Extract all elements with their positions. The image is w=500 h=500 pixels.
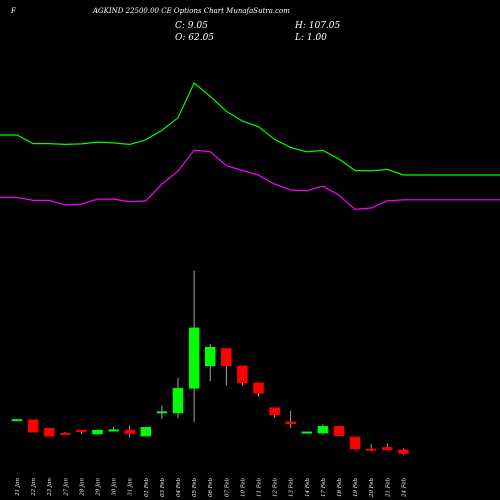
candle-22-jan bbox=[27, 419, 39, 433]
x-tick-label: 07 Feb bbox=[224, 478, 230, 498]
x-tick-label: 14 Feb bbox=[305, 478, 311, 498]
x-tick-label: 01 Feb bbox=[144, 478, 150, 498]
candle-body-up bbox=[204, 346, 216, 367]
x-axis-ticks: 21 Jan 22 Jan 23 Jan 27 Jan 28 Jan 29 Jan 30 J… bbox=[15, 478, 407, 499]
x-tick-label: 27 Jan bbox=[63, 478, 69, 497]
candle-body-down bbox=[27, 419, 39, 433]
overlay-line-2 bbox=[0, 149, 500, 211]
candle-24-feb bbox=[398, 448, 409, 455]
candle-body-down bbox=[382, 447, 393, 451]
x-tick-label: 20 Feb bbox=[369, 478, 375, 499]
x-tick-label: 03 Feb bbox=[160, 478, 166, 498]
x-tick-label: 04 Feb bbox=[176, 478, 182, 498]
x-tick-label: 18 Feb bbox=[337, 478, 343, 498]
candle-body-down bbox=[124, 429, 135, 434]
x-tick-label: 21 Jan bbox=[15, 478, 21, 497]
candle-23-jan bbox=[43, 427, 55, 437]
candle-05-feb bbox=[188, 270, 200, 422]
candle-07-feb bbox=[221, 348, 232, 386]
x-tick-label: 13 Feb bbox=[289, 478, 295, 498]
candle-12-feb bbox=[269, 407, 280, 418]
chart-title: AGKIND 22500.00 CE Options Chart MunafaS… bbox=[92, 7, 290, 15]
candle-11-feb bbox=[253, 382, 264, 397]
candle-13-feb bbox=[285, 410, 296, 429]
candle-body-up bbox=[140, 427, 152, 437]
candle-body-up bbox=[172, 388, 184, 414]
x-tick-label: 31 Jan bbox=[128, 478, 134, 496]
candle-14-feb bbox=[301, 431, 313, 434]
ohlc-high: H: 107.05 bbox=[294, 21, 341, 31]
x-tick-label: 23 Jan bbox=[47, 478, 53, 497]
candle-body-up bbox=[11, 419, 23, 422]
candle-body-down bbox=[237, 365, 248, 384]
candle-17-feb bbox=[317, 424, 329, 435]
candle-body-down bbox=[285, 421, 296, 425]
x-tick-label: 30 Jan bbox=[112, 478, 118, 496]
candle-04-feb bbox=[172, 377, 184, 419]
candles bbox=[11, 270, 409, 455]
x-tick-label: 11 Feb bbox=[257, 478, 263, 498]
candle-body-down bbox=[221, 348, 232, 367]
candle-10-feb bbox=[237, 365, 248, 386]
candle-body-down bbox=[365, 448, 377, 451]
x-tick-label: 17 Feb bbox=[321, 478, 327, 498]
candle-19-feb bbox=[349, 436, 361, 451]
x-tick-label: 06 Feb bbox=[208, 478, 214, 498]
candle-18-feb bbox=[333, 426, 345, 437]
candle-21-jan bbox=[11, 419, 23, 422]
candle-body-down bbox=[43, 427, 55, 437]
x-tick-label: 05 Feb bbox=[192, 478, 198, 498]
candle-body-down bbox=[333, 426, 345, 437]
x-tick-label: 28 Jan bbox=[79, 478, 85, 497]
candle-29-jan bbox=[92, 429, 103, 435]
x-tick-label: 19 Feb bbox=[353, 478, 359, 498]
candle-body-up bbox=[156, 411, 168, 414]
candle-03-feb bbox=[156, 405, 168, 420]
candle-21-feb bbox=[382, 443, 393, 451]
candle-body-down bbox=[60, 432, 71, 435]
candle-body-down bbox=[269, 407, 280, 416]
candle-06-feb bbox=[204, 343, 216, 382]
candle-01-feb bbox=[140, 427, 152, 437]
candle-20-feb bbox=[365, 444, 377, 452]
overlay-lines bbox=[0, 82, 500, 211]
x-tick-label: 21 Feb bbox=[385, 478, 391, 499]
candle-body-down bbox=[349, 436, 361, 450]
ohlc-low: L: 1.00 bbox=[294, 33, 327, 43]
ohlc-open: O: 62.05 bbox=[175, 33, 214, 43]
candle-28-jan bbox=[76, 429, 87, 435]
overlay-line-1 bbox=[0, 82, 500, 176]
candle-30-jan bbox=[108, 426, 119, 432]
x-tick-label: 12 Feb bbox=[273, 478, 279, 498]
candle-31-jan bbox=[124, 425, 135, 438]
x-tick-label: 29 Jan bbox=[96, 478, 102, 497]
chart-title-prefix: F bbox=[10, 7, 17, 15]
candle-27-jan bbox=[60, 431, 71, 435]
x-tick-label: 22 Jan bbox=[31, 478, 37, 497]
candle-body-down bbox=[76, 429, 87, 432]
candle-body-down bbox=[398, 449, 409, 454]
candle-body-down bbox=[253, 382, 264, 394]
x-tick-label: 10 Feb bbox=[240, 478, 246, 498]
candle-body-up bbox=[188, 327, 200, 389]
x-tick-label: 24 Feb bbox=[401, 478, 407, 499]
candle-body-up bbox=[317, 426, 329, 434]
candle-body-up bbox=[108, 429, 119, 432]
ohlc-close: C: 9.05 bbox=[175, 21, 208, 31]
candle-body-up bbox=[301, 431, 313, 434]
candle-body-up bbox=[92, 429, 103, 435]
